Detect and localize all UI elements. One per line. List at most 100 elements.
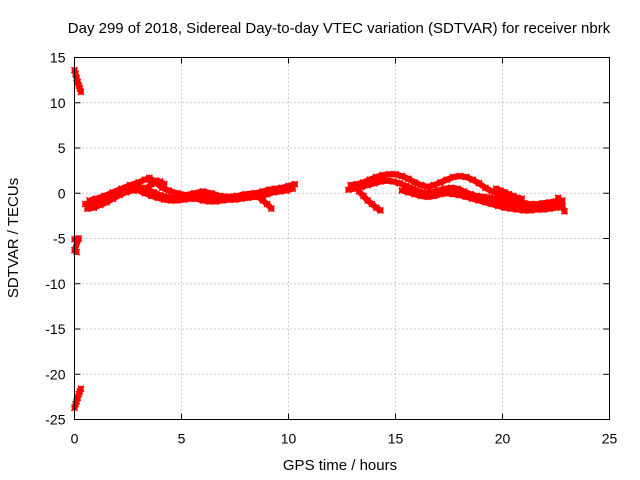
- data-point: [424, 193, 432, 201]
- data-point: [145, 174, 153, 182]
- data-point: [103, 198, 111, 206]
- data-point: [526, 200, 534, 208]
- data-point: [359, 178, 367, 186]
- data-point: [216, 192, 224, 200]
- data-point: [404, 175, 412, 183]
- y-tick-label: 5: [58, 140, 66, 156]
- data-point: [417, 192, 425, 200]
- data-point: [267, 205, 275, 213]
- data-point: [173, 196, 181, 205]
- data-point: [552, 204, 560, 212]
- x-axis-label: GPS time / hours: [283, 457, 397, 474]
- data-point: [488, 200, 496, 208]
- data-point: [449, 190, 457, 198]
- data-point: [556, 198, 564, 206]
- data-point: [501, 188, 509, 196]
- data-point: [430, 181, 438, 189]
- data-point: [462, 193, 470, 201]
- data-point: [353, 180, 361, 188]
- data-point: [468, 176, 477, 184]
- data-point: [77, 88, 85, 96]
- data-point: [554, 194, 562, 202]
- data-point: [147, 192, 156, 200]
- data-point: [449, 173, 457, 181]
- series-arc-2f: [554, 194, 569, 215]
- data-point: [212, 197, 220, 205]
- series-arc-2e: [492, 185, 526, 203]
- data-points: [70, 66, 569, 412]
- data-point: [77, 385, 85, 393]
- x-tick-label: 20: [495, 431, 511, 447]
- data-point: [462, 173, 470, 181]
- series-trace: [347, 171, 566, 208]
- data-point: [192, 195, 201, 203]
- y-axis-label: SDTVAR / TECUs: [5, 178, 22, 298]
- data-point: [379, 171, 387, 179]
- data-point: [398, 186, 406, 195]
- series-arc-2d: [355, 187, 385, 215]
- data-point: [546, 205, 554, 213]
- data-point: [207, 189, 216, 197]
- data-point: [118, 185, 126, 193]
- data-point: [481, 184, 489, 192]
- data-point: [456, 172, 464, 180]
- data-point: [75, 234, 83, 243]
- data-point: [199, 196, 207, 205]
- data-point: [560, 207, 569, 215]
- data-point: [533, 200, 541, 208]
- series-arc-1e: [254, 193, 275, 213]
- data-point: [372, 204, 380, 212]
- data-point: [468, 195, 477, 203]
- grid-lines: [74, 57, 610, 420]
- y-tick-label: -5: [53, 231, 66, 247]
- data-point: [513, 205, 522, 214]
- data-point: [496, 186, 504, 195]
- data-point: [456, 191, 464, 199]
- data-point: [443, 176, 451, 184]
- data-point: [475, 196, 483, 205]
- data-point: [90, 204, 98, 212]
- x-tick-label: 10: [281, 431, 297, 447]
- axes: 15 10 5 0 -5 -10 -15 -20 -25 0 5 10 15 20 25: [45, 50, 617, 447]
- y-tick-label: -20: [45, 366, 65, 382]
- data-point: [346, 181, 355, 189]
- x-tick-label: 5: [178, 431, 186, 447]
- y-tick-label: -25: [45, 412, 65, 428]
- series-arc-1c: [85, 174, 293, 205]
- data-point: [128, 186, 136, 195]
- data-point: [424, 183, 432, 191]
- data-point: [447, 184, 455, 192]
- data-point: [154, 194, 162, 202]
- data-point: [417, 181, 425, 189]
- data-point: [372, 173, 380, 181]
- series-trace: [555, 194, 568, 215]
- data-point: [109, 195, 117, 203]
- series-start-high: [70, 66, 85, 96]
- data-point: [160, 180, 168, 188]
- data-point: [190, 189, 198, 197]
- data-point: [539, 199, 547, 207]
- data-point: [398, 172, 406, 180]
- data-point: [492, 185, 500, 193]
- data-point: [411, 178, 419, 186]
- data-point: [267, 187, 275, 196]
- data-point: [505, 190, 513, 198]
- y-tick-label: -10: [45, 276, 65, 292]
- data-point: [276, 186, 284, 194]
- data-point: [404, 188, 412, 196]
- x-tick-label: 25: [602, 431, 618, 447]
- data-point: [199, 187, 207, 196]
- series-arc-1d: [139, 177, 168, 196]
- series-arc-2b: [346, 170, 566, 208]
- series-start-low: [70, 385, 85, 412]
- data-point: [443, 189, 451, 197]
- data-point: [411, 190, 419, 198]
- data-point: [135, 178, 143, 186]
- data-point: [141, 176, 149, 184]
- data-point: [96, 201, 104, 209]
- data-point: [507, 205, 515, 213]
- data-point: [109, 188, 117, 196]
- x-tick-label: 15: [388, 431, 404, 447]
- plot-frame: [74, 57, 610, 420]
- data-point: [100, 192, 109, 200]
